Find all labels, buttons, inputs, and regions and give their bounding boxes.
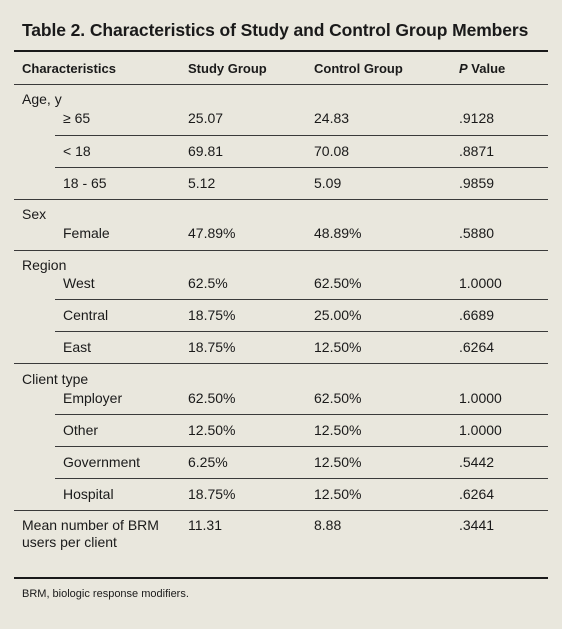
header-characteristics: Characteristics bbox=[22, 61, 116, 76]
row-divider bbox=[55, 135, 548, 136]
row-study: 18.75% bbox=[188, 486, 236, 502]
group-region: Region bbox=[22, 257, 67, 273]
row-p: .6689 bbox=[459, 307, 495, 323]
row-control: 5.09 bbox=[314, 175, 342, 191]
table-title: Table 2. Characteristics of Study and Co… bbox=[22, 20, 529, 40]
row-divider bbox=[55, 414, 548, 415]
row-label: West bbox=[63, 275, 95, 291]
row-study: 62.50% bbox=[188, 390, 236, 406]
row-control: 12.50% bbox=[314, 422, 362, 438]
header-p-rest: Value bbox=[467, 61, 506, 76]
row-control: 12.50% bbox=[314, 339, 362, 355]
row-control: 12.50% bbox=[314, 486, 362, 502]
group-sex: Sex bbox=[22, 206, 47, 222]
row-control: 24.83 bbox=[314, 110, 350, 126]
bottom-rule bbox=[14, 577, 548, 579]
row-label: Other bbox=[63, 422, 99, 438]
row-label: East bbox=[63, 339, 92, 355]
row-label: Central bbox=[63, 307, 109, 323]
row-label: Employer bbox=[63, 390, 123, 406]
row-label: ≥ 65 bbox=[63, 110, 91, 126]
row-control: 62.50% bbox=[314, 390, 362, 406]
row-control: 70.08 bbox=[314, 143, 350, 159]
row-divider bbox=[55, 299, 548, 300]
header-p-value: P Value bbox=[459, 61, 505, 76]
mean-p: .3441 bbox=[459, 517, 495, 533]
group-client-type: Client type bbox=[22, 371, 89, 387]
header-p-letter: P bbox=[459, 61, 468, 76]
row-p: 1.0000 bbox=[459, 390, 502, 406]
row-p: 1.0000 bbox=[459, 275, 502, 291]
group-age: Age, y bbox=[22, 91, 62, 107]
row-control: 12.50% bbox=[314, 454, 362, 470]
mean-control: 8.88 bbox=[314, 517, 342, 533]
row-p: .5442 bbox=[459, 454, 495, 470]
row-label: Female bbox=[63, 225, 110, 241]
mean-study: 11.31 bbox=[188, 517, 222, 533]
row-study: 62.5% bbox=[188, 275, 228, 291]
section-divider bbox=[14, 199, 548, 200]
row-label: 18 - 65 bbox=[63, 175, 107, 191]
group-mean-brm-users: Mean number of BRM users per client bbox=[22, 517, 159, 550]
section-divider bbox=[14, 250, 548, 251]
header-control-group: Control Group bbox=[314, 61, 403, 76]
row-label: Government bbox=[63, 454, 141, 470]
row-study: 18.75% bbox=[188, 339, 236, 355]
row-study: 5.12 bbox=[188, 175, 216, 191]
row-label: Hospital bbox=[63, 486, 114, 502]
header-rule bbox=[14, 84, 548, 85]
row-divider bbox=[55, 446, 548, 447]
row-label: < 18 bbox=[63, 143, 91, 159]
row-study: 6.25% bbox=[188, 454, 228, 470]
row-p: .9859 bbox=[459, 175, 495, 191]
row-p: .6264 bbox=[459, 486, 495, 502]
row-study: 25.07 bbox=[188, 110, 224, 126]
row-p: .9128 bbox=[459, 110, 495, 126]
row-p: 1.0000 bbox=[459, 422, 502, 438]
row-p: .8871 bbox=[459, 143, 495, 159]
row-control: 25.00% bbox=[314, 307, 362, 323]
row-study: 18.75% bbox=[188, 307, 236, 323]
section-divider bbox=[14, 363, 548, 364]
row-p: .5880 bbox=[459, 225, 495, 241]
row-control: 62.50% bbox=[314, 275, 362, 291]
row-p: .6264 bbox=[459, 339, 495, 355]
top-rule bbox=[14, 50, 548, 52]
header-study-group: Study Group bbox=[188, 61, 267, 76]
row-study: 12.50% bbox=[188, 422, 236, 438]
row-study: 69.81 bbox=[188, 143, 224, 159]
row-divider bbox=[55, 331, 548, 332]
row-study: 47.89% bbox=[188, 225, 236, 241]
row-divider bbox=[55, 167, 548, 168]
row-divider bbox=[55, 478, 548, 479]
section-divider bbox=[14, 510, 548, 511]
row-control: 48.89% bbox=[314, 225, 362, 241]
table-footnote: BRM, biologic response modifiers. bbox=[22, 588, 189, 600]
